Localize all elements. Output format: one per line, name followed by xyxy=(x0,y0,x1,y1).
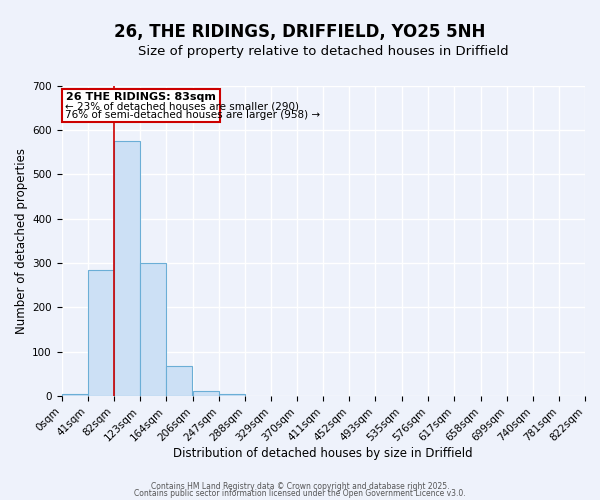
Bar xyxy=(166,366,192,396)
Bar xyxy=(62,394,88,396)
Text: 26, THE RIDINGS, DRIFFIELD, YO25 5NH: 26, THE RIDINGS, DRIFFIELD, YO25 5NH xyxy=(115,22,485,40)
Text: Contains HM Land Registry data © Crown copyright and database right 2025.: Contains HM Land Registry data © Crown c… xyxy=(151,482,449,491)
Bar xyxy=(114,141,140,397)
Title: Size of property relative to detached houses in Driffield: Size of property relative to detached ho… xyxy=(138,45,509,58)
X-axis label: Distribution of detached houses by size in Driffield: Distribution of detached houses by size … xyxy=(173,447,473,460)
Bar xyxy=(88,270,114,396)
Text: 26 THE RIDINGS: 83sqm: 26 THE RIDINGS: 83sqm xyxy=(66,92,216,102)
Bar xyxy=(140,263,166,396)
Text: 76% of semi-detached houses are larger (958) →: 76% of semi-detached houses are larger (… xyxy=(65,110,320,120)
Y-axis label: Number of detached properties: Number of detached properties xyxy=(15,148,28,334)
Bar xyxy=(193,391,219,396)
Text: ← 23% of detached houses are smaller (290): ← 23% of detached houses are smaller (29… xyxy=(65,101,299,111)
Bar xyxy=(219,394,245,396)
Text: Contains public sector information licensed under the Open Government Licence v3: Contains public sector information licen… xyxy=(134,489,466,498)
FancyBboxPatch shape xyxy=(62,88,220,122)
